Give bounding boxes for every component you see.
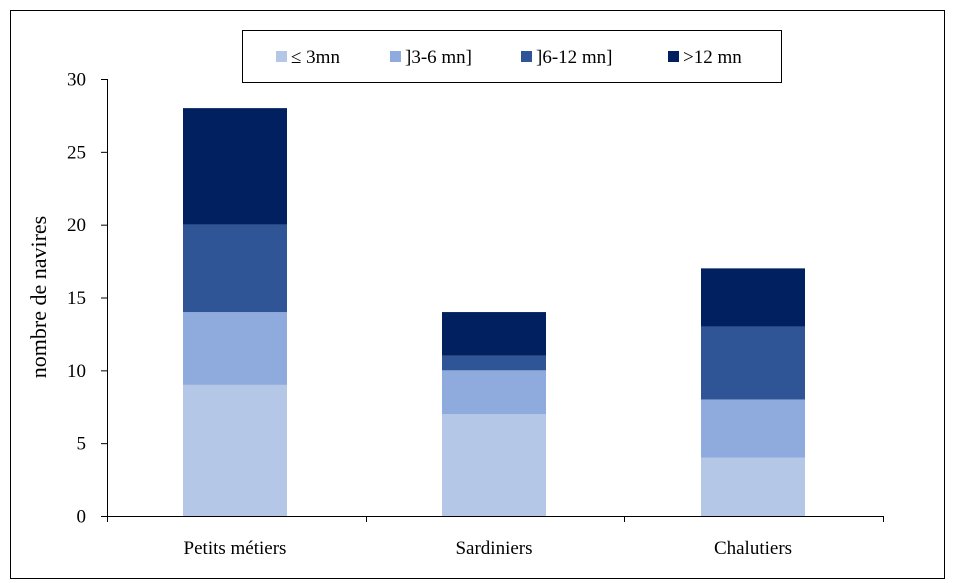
y-tick-label-7: 30 xyxy=(67,70,86,91)
bar-segment-1-1 xyxy=(183,384,287,516)
legend: ≤ 3mn ]3-6 mn] ]6-12 mn] >12 mn xyxy=(242,30,782,83)
legend-label-3: ]6-12 mn] xyxy=(536,47,613,68)
y-tick-label-2: 5 xyxy=(77,434,87,455)
bar-segment-3-1 xyxy=(701,457,805,516)
y-tick-label-6: 25 xyxy=(67,142,86,163)
legend-label-2: ]3-6 mn] xyxy=(405,47,472,68)
legend-marker-1 xyxy=(276,51,287,62)
bar-segment-3-2 xyxy=(701,399,805,458)
bar-segment-2-2 xyxy=(442,370,546,415)
legend-items: ≤ 3mn ]3-6 mn] ]6-12 mn] >12 mn xyxy=(276,47,742,68)
bar-segment-1-3 xyxy=(183,224,287,313)
axes-layer: 0 5 10 15 20 25 30 Petits métiers Sardiniers Chal… xyxy=(67,70,884,559)
y-axis-title: nombre de navires xyxy=(26,216,51,379)
bar-segment-3-3 xyxy=(701,326,805,400)
legend-label-1: ≤ 3mn xyxy=(291,47,340,68)
legend-marker-2 xyxy=(390,51,401,62)
bar-segment-2-4 xyxy=(442,312,546,356)
x-tick-label-1: Petits métiers xyxy=(184,538,287,559)
bar-segment-2-3 xyxy=(442,355,546,371)
legend-box xyxy=(242,30,782,83)
x-tick-label-2: Sardiniers xyxy=(455,538,532,559)
y-tick-label-4: 15 xyxy=(67,288,86,309)
bar-segment-2-1 xyxy=(442,414,546,516)
x-tick-label-3: Chalutiers xyxy=(714,538,792,559)
bar-segment-3-4 xyxy=(701,268,805,327)
y-tick-label-3: 10 xyxy=(67,361,86,382)
y-tick-label-5: 20 xyxy=(67,215,86,236)
bar-segment-1-4 xyxy=(183,108,287,225)
y-tick-label-1: 0 xyxy=(77,507,87,528)
legend-label-4: >12 mn xyxy=(683,47,742,68)
bars-layer xyxy=(183,108,805,516)
legend-marker-3 xyxy=(521,51,532,62)
legend-marker-4 xyxy=(668,51,679,62)
bar-segment-1-2 xyxy=(183,312,287,385)
